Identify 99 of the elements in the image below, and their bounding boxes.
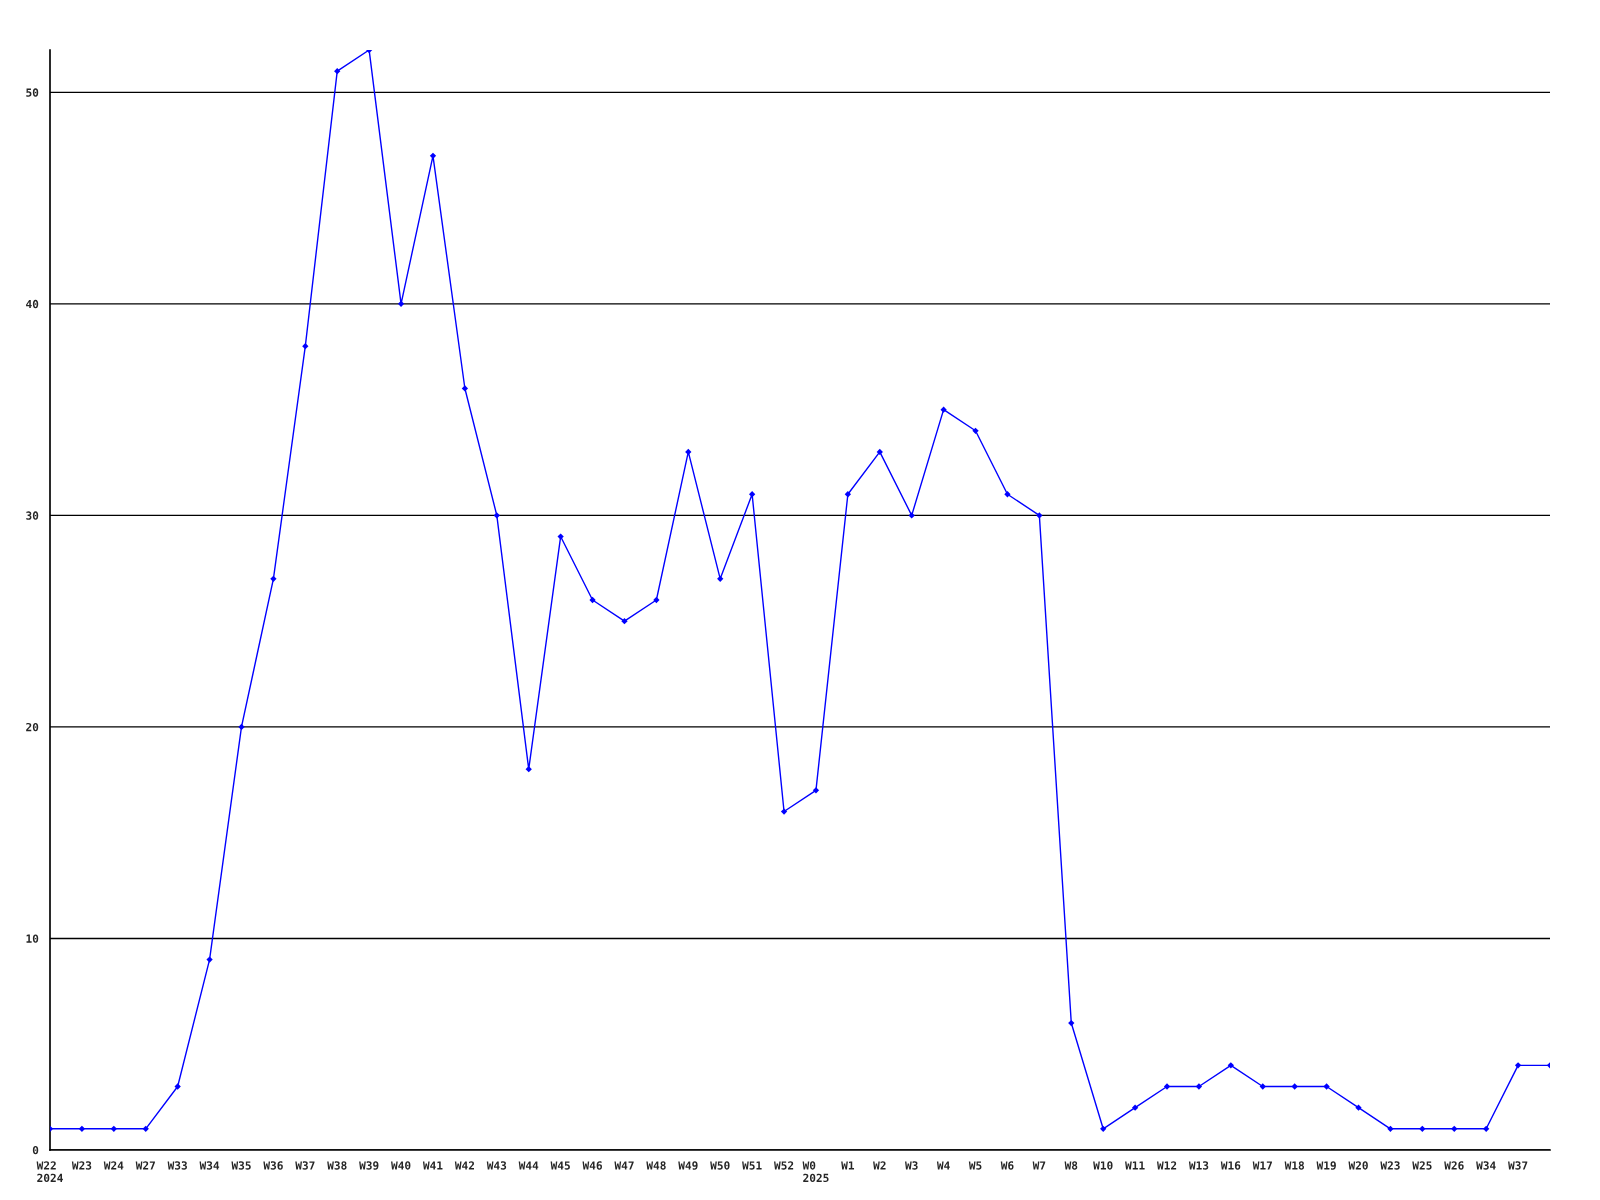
x-tick-label: W16	[1220, 1161, 1241, 1170]
y-tick-label: 30	[26, 511, 39, 520]
x-tick-label: W3	[905, 1161, 918, 1170]
x-tick-label: W24	[103, 1161, 124, 1170]
point	[110, 1125, 117, 1132]
point	[1451, 1125, 1458, 1132]
x-tick-label: W39	[359, 1161, 379, 1170]
point	[940, 406, 947, 413]
x-tick-label: W27	[135, 1161, 155, 1170]
x-tick-label: W8	[1064, 1161, 1078, 1170]
point	[780, 808, 788, 815]
point	[1227, 1062, 1234, 1069]
x-tick-label: W2	[873, 1161, 886, 1170]
point	[1483, 1125, 1490, 1132]
point	[302, 343, 309, 350]
point	[748, 491, 756, 498]
y-tick-label: 40	[26, 299, 39, 309]
x-tick-label: W36	[263, 1161, 283, 1170]
point	[78, 1125, 86, 1132]
x-tick-label: W34	[1476, 1161, 1496, 1170]
x-tick-label: W50	[710, 1161, 730, 1170]
point	[1036, 512, 1043, 519]
x-tick-label: W46	[582, 1161, 602, 1170]
point	[1355, 1104, 1362, 1111]
x-tick-label: W22 2024	[36, 1161, 63, 1183]
point	[1195, 1083, 1203, 1090]
point	[1514, 1062, 1522, 1069]
x-tick-label: W47	[614, 1161, 634, 1170]
point	[493, 512, 500, 519]
point	[685, 448, 692, 456]
x-tick-label: W4	[936, 1161, 950, 1170]
point	[525, 766, 532, 773]
x-tick-label: W5	[968, 1161, 982, 1170]
y-tick-label: 0	[32, 1145, 39, 1155]
x-tick-label: W25	[1412, 1161, 1432, 1170]
point	[174, 1083, 181, 1090]
x-tick-label: W49	[678, 1161, 698, 1170]
x-tick-label: W11	[1125, 1161, 1145, 1170]
point	[844, 491, 852, 498]
x-tick-label: W0 2025	[802, 1161, 829, 1183]
point	[557, 533, 564, 540]
point	[812, 787, 820, 794]
point	[1291, 1083, 1298, 1090]
point	[397, 300, 405, 308]
y-tick-label: 50	[26, 88, 39, 97]
x-tick-label: W40	[391, 1161, 411, 1170]
x-tick-label: W43	[486, 1161, 507, 1170]
point	[1068, 1019, 1075, 1027]
x-tick-label: W41	[422, 1161, 443, 1170]
x-tick-label: W51	[742, 1161, 762, 1170]
x-tick-label: W26	[1444, 1161, 1464, 1170]
x-tick-label: W33	[167, 1161, 187, 1170]
point	[334, 68, 341, 75]
point	[1387, 1125, 1394, 1132]
x-tick-label: W42	[454, 1161, 475, 1170]
point	[876, 448, 883, 456]
x-tick-label: W1	[841, 1161, 855, 1170]
point	[1259, 1083, 1266, 1090]
point	[621, 618, 628, 625]
point	[908, 512, 915, 519]
point	[1004, 491, 1011, 498]
point	[206, 956, 213, 963]
point	[1100, 1125, 1107, 1132]
y-tick-label: 10	[26, 934, 39, 943]
x-tick-label: W23	[71, 1161, 92, 1170]
point	[589, 596, 596, 604]
x-tick-label: W12	[1156, 1161, 1177, 1170]
x-tick-label: W13	[1188, 1161, 1209, 1170]
x-tick-label: W18	[1284, 1161, 1305, 1170]
point	[653, 596, 660, 604]
point	[717, 575, 724, 582]
x-tick-label: W20	[1348, 1161, 1368, 1170]
point	[972, 427, 979, 434]
x-tick-label: W38	[327, 1161, 347, 1170]
y-tick-label: 20	[26, 722, 39, 732]
x-tick-label: W34	[199, 1161, 220, 1170]
point	[1419, 1125, 1426, 1132]
point	[429, 152, 437, 159]
x-tick-label: W45	[550, 1161, 570, 1170]
x-tick-label: W37	[1508, 1161, 1528, 1170]
x-tick-label: W52	[774, 1161, 794, 1170]
x-tick-label: W23	[1380, 1161, 1400, 1170]
x-tick-label: W48	[646, 1161, 666, 1170]
x-tick-label: W19	[1316, 1161, 1336, 1170]
x-tick-label: W10	[1093, 1161, 1113, 1170]
point	[238, 723, 245, 731]
x-tick-label: W6	[1000, 1161, 1014, 1170]
x-tick-label: W7	[1032, 1161, 1046, 1170]
x-tick-label: W17	[1252, 1161, 1272, 1170]
x-tick-label: W44	[518, 1161, 539, 1170]
point	[1163, 1083, 1171, 1090]
x-tick-label: W35	[231, 1161, 251, 1170]
point	[1131, 1104, 1139, 1111]
point	[461, 385, 469, 392]
point	[270, 575, 277, 582]
line-series	[50, 50, 1550, 1132]
point	[1323, 1083, 1330, 1090]
x-tick-label: W37	[295, 1161, 315, 1170]
point	[142, 1125, 149, 1132]
